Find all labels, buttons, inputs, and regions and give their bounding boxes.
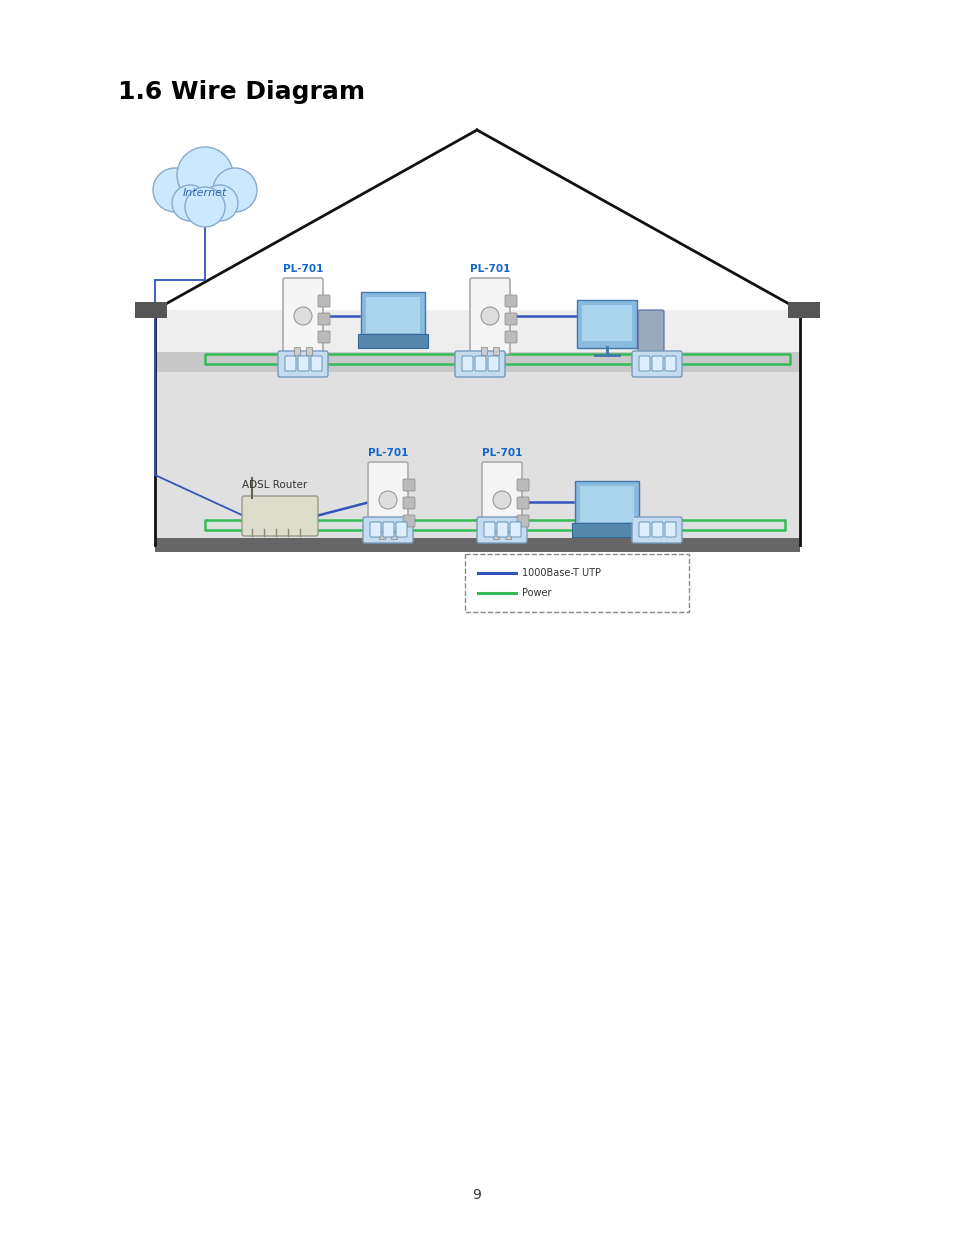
FancyBboxPatch shape [493,347,498,354]
FancyBboxPatch shape [638,310,663,354]
Circle shape [493,492,511,509]
FancyBboxPatch shape [242,496,317,536]
FancyBboxPatch shape [572,522,641,537]
FancyBboxPatch shape [483,522,495,537]
FancyBboxPatch shape [154,352,800,372]
Text: 9: 9 [472,1188,481,1202]
FancyBboxPatch shape [402,515,415,527]
FancyBboxPatch shape [579,487,634,522]
FancyBboxPatch shape [135,303,167,317]
FancyBboxPatch shape [154,310,800,352]
Circle shape [185,186,225,227]
FancyBboxPatch shape [391,531,396,538]
FancyBboxPatch shape [577,300,637,348]
FancyBboxPatch shape [368,462,408,538]
FancyBboxPatch shape [455,351,504,377]
Text: 1.6 Wire Diagram: 1.6 Wire Diagram [118,80,365,104]
FancyBboxPatch shape [378,531,385,538]
FancyBboxPatch shape [370,522,380,537]
FancyBboxPatch shape [395,522,407,537]
FancyBboxPatch shape [317,295,330,308]
FancyBboxPatch shape [651,522,662,537]
FancyBboxPatch shape [493,531,498,538]
FancyBboxPatch shape [639,356,649,370]
Circle shape [378,492,396,509]
Circle shape [177,147,233,203]
Text: 1000Base-T UTP: 1000Base-T UTP [521,568,600,578]
FancyBboxPatch shape [504,331,517,343]
FancyBboxPatch shape [306,347,312,354]
FancyBboxPatch shape [277,351,328,377]
FancyBboxPatch shape [517,479,529,492]
Text: PL-701: PL-701 [368,448,408,458]
FancyBboxPatch shape [581,305,631,341]
FancyBboxPatch shape [285,356,295,370]
FancyBboxPatch shape [154,372,800,538]
FancyBboxPatch shape [461,356,473,370]
FancyBboxPatch shape [357,333,428,348]
FancyBboxPatch shape [504,295,517,308]
Circle shape [480,308,498,325]
FancyBboxPatch shape [283,278,323,354]
FancyBboxPatch shape [631,351,681,377]
FancyBboxPatch shape [317,312,330,325]
FancyBboxPatch shape [631,517,681,543]
FancyBboxPatch shape [382,522,394,537]
FancyBboxPatch shape [639,522,649,537]
Text: PL-701: PL-701 [469,264,510,274]
FancyBboxPatch shape [311,356,322,370]
FancyBboxPatch shape [488,356,498,370]
Circle shape [213,168,256,212]
FancyBboxPatch shape [297,356,309,370]
Text: PL-701: PL-701 [481,448,521,458]
FancyBboxPatch shape [480,347,486,354]
Circle shape [202,185,237,221]
FancyBboxPatch shape [154,538,800,552]
Circle shape [172,185,208,221]
FancyBboxPatch shape [517,496,529,509]
FancyBboxPatch shape [402,479,415,492]
Circle shape [152,168,196,212]
FancyBboxPatch shape [402,496,415,509]
Circle shape [294,308,312,325]
FancyBboxPatch shape [470,278,510,354]
Text: Power: Power [521,588,551,598]
FancyBboxPatch shape [366,296,419,333]
FancyBboxPatch shape [664,356,676,370]
Text: ADSL Router: ADSL Router [242,480,307,490]
FancyBboxPatch shape [497,522,507,537]
Text: Internet: Internet [183,188,227,198]
FancyBboxPatch shape [294,347,299,354]
FancyBboxPatch shape [504,531,511,538]
FancyBboxPatch shape [575,480,639,527]
FancyBboxPatch shape [317,331,330,343]
FancyBboxPatch shape [476,517,526,543]
FancyBboxPatch shape [504,312,517,325]
FancyBboxPatch shape [517,515,529,527]
FancyBboxPatch shape [651,356,662,370]
FancyBboxPatch shape [363,517,413,543]
Text: PL-701: PL-701 [282,264,323,274]
FancyBboxPatch shape [664,522,676,537]
FancyBboxPatch shape [464,555,688,613]
FancyBboxPatch shape [481,462,521,538]
FancyBboxPatch shape [787,303,820,317]
FancyBboxPatch shape [510,522,520,537]
FancyBboxPatch shape [360,291,424,338]
FancyBboxPatch shape [475,356,485,370]
